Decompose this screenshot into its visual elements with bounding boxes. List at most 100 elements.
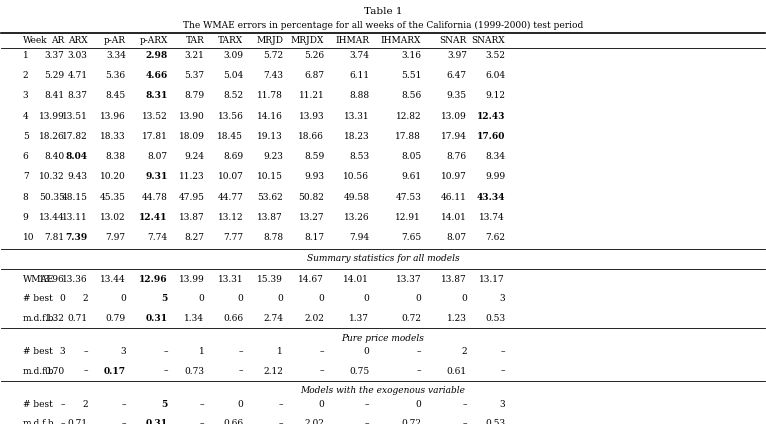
Text: 3.34: 3.34	[106, 50, 126, 59]
Text: 0: 0	[415, 400, 421, 409]
Text: 0: 0	[319, 294, 324, 304]
Text: –: –	[163, 347, 168, 356]
Text: 8.79: 8.79	[185, 91, 205, 100]
Text: 1: 1	[277, 347, 283, 356]
Text: 49.58: 49.58	[343, 193, 369, 202]
Text: 12.82: 12.82	[395, 112, 421, 120]
Text: 13.11: 13.11	[62, 213, 87, 222]
Text: 3.21: 3.21	[185, 50, 205, 59]
Text: IHMARX: IHMARX	[381, 36, 421, 45]
Text: MRJD: MRJD	[256, 36, 283, 45]
Text: Table 1: Table 1	[364, 7, 402, 16]
Text: 3.74: 3.74	[349, 50, 369, 59]
Text: 3: 3	[499, 400, 505, 409]
Text: 47.53: 47.53	[395, 193, 421, 202]
Text: 2: 2	[82, 400, 87, 409]
Text: 0.53: 0.53	[485, 419, 505, 424]
Text: 8.38: 8.38	[106, 152, 126, 161]
Text: 0.66: 0.66	[223, 314, 244, 323]
Text: 8.45: 8.45	[106, 91, 126, 100]
Text: 8.52: 8.52	[223, 91, 244, 100]
Text: 2.74: 2.74	[263, 314, 283, 323]
Text: –: –	[239, 347, 244, 356]
Text: 8.07: 8.07	[447, 234, 467, 243]
Text: 0: 0	[59, 294, 65, 304]
Text: 18.33: 18.33	[100, 132, 126, 141]
Text: Models with the exogenous variable: Models with the exogenous variable	[300, 386, 466, 396]
Text: # best: # best	[23, 294, 53, 304]
Text: 0.75: 0.75	[349, 366, 369, 376]
Text: 10.56: 10.56	[343, 173, 369, 181]
Text: –: –	[417, 347, 421, 356]
Text: m.d.f.b.: m.d.f.b.	[23, 419, 57, 424]
Text: 0.66: 0.66	[223, 419, 244, 424]
Text: TAR: TAR	[185, 36, 205, 45]
Text: 8: 8	[23, 193, 28, 202]
Text: 9.23: 9.23	[264, 152, 283, 161]
Text: 50.82: 50.82	[298, 193, 324, 202]
Text: p-ARX: p-ARX	[139, 36, 168, 45]
Text: 0: 0	[319, 400, 324, 409]
Text: 8.88: 8.88	[349, 91, 369, 100]
Text: 13.96: 13.96	[39, 275, 65, 284]
Text: 5.29: 5.29	[44, 71, 65, 80]
Text: 4: 4	[23, 112, 28, 120]
Text: 45.35: 45.35	[100, 193, 126, 202]
Text: 17.94: 17.94	[441, 132, 467, 141]
Text: 1: 1	[198, 347, 205, 356]
Text: 13.52: 13.52	[142, 112, 168, 120]
Text: 7.65: 7.65	[401, 234, 421, 243]
Text: 3.03: 3.03	[67, 50, 87, 59]
Text: 0.72: 0.72	[401, 314, 421, 323]
Text: 12.96: 12.96	[139, 275, 168, 284]
Text: 9.43: 9.43	[67, 173, 87, 181]
Text: Summary statistics for all models: Summary statistics for all models	[306, 254, 460, 263]
Text: 13.09: 13.09	[441, 112, 467, 120]
Text: 13.44: 13.44	[39, 213, 65, 222]
Text: 13.93: 13.93	[299, 112, 324, 120]
Text: 17.88: 17.88	[395, 132, 421, 141]
Text: 14.16: 14.16	[257, 112, 283, 120]
Text: 9.24: 9.24	[185, 152, 205, 161]
Text: –: –	[279, 419, 283, 424]
Text: 13.87: 13.87	[178, 213, 205, 222]
Text: 7.77: 7.77	[223, 234, 244, 243]
Text: p-AR: p-AR	[104, 36, 126, 45]
Text: 2.12: 2.12	[264, 366, 283, 376]
Text: 8.34: 8.34	[485, 152, 505, 161]
Text: 10.15: 10.15	[257, 173, 283, 181]
Text: 9.12: 9.12	[485, 91, 505, 100]
Text: TARX: TARX	[218, 36, 244, 45]
Text: 11.78: 11.78	[257, 91, 283, 100]
Text: 13.87: 13.87	[441, 275, 467, 284]
Text: 2: 2	[461, 347, 467, 356]
Text: 9.61: 9.61	[401, 173, 421, 181]
Text: 3.97: 3.97	[447, 50, 467, 59]
Text: 1.23: 1.23	[447, 314, 467, 323]
Text: 0.70: 0.70	[44, 366, 65, 376]
Text: 8.04: 8.04	[66, 152, 87, 161]
Text: 12.43: 12.43	[476, 112, 505, 120]
Text: 9.93: 9.93	[304, 173, 324, 181]
Text: 4.66: 4.66	[146, 71, 168, 80]
Text: –: –	[365, 419, 369, 424]
Text: 0: 0	[237, 400, 244, 409]
Text: 0: 0	[461, 294, 467, 304]
Text: 11.23: 11.23	[178, 173, 205, 181]
Text: 5: 5	[162, 294, 168, 304]
Text: 18.09: 18.09	[178, 132, 205, 141]
Text: 0.72: 0.72	[401, 419, 421, 424]
Text: –: –	[463, 419, 467, 424]
Text: 7.43: 7.43	[263, 71, 283, 80]
Text: 6.04: 6.04	[485, 71, 505, 80]
Text: 5.26: 5.26	[304, 50, 324, 59]
Text: 15.39: 15.39	[257, 275, 283, 284]
Text: 13.31: 13.31	[344, 112, 369, 120]
Text: –: –	[279, 400, 283, 409]
Text: 3.16: 3.16	[401, 50, 421, 59]
Text: 13.37: 13.37	[395, 275, 421, 284]
Text: 13.26: 13.26	[344, 213, 369, 222]
Text: 11.21: 11.21	[299, 91, 324, 100]
Text: 18.23: 18.23	[344, 132, 369, 141]
Text: 14.67: 14.67	[298, 275, 324, 284]
